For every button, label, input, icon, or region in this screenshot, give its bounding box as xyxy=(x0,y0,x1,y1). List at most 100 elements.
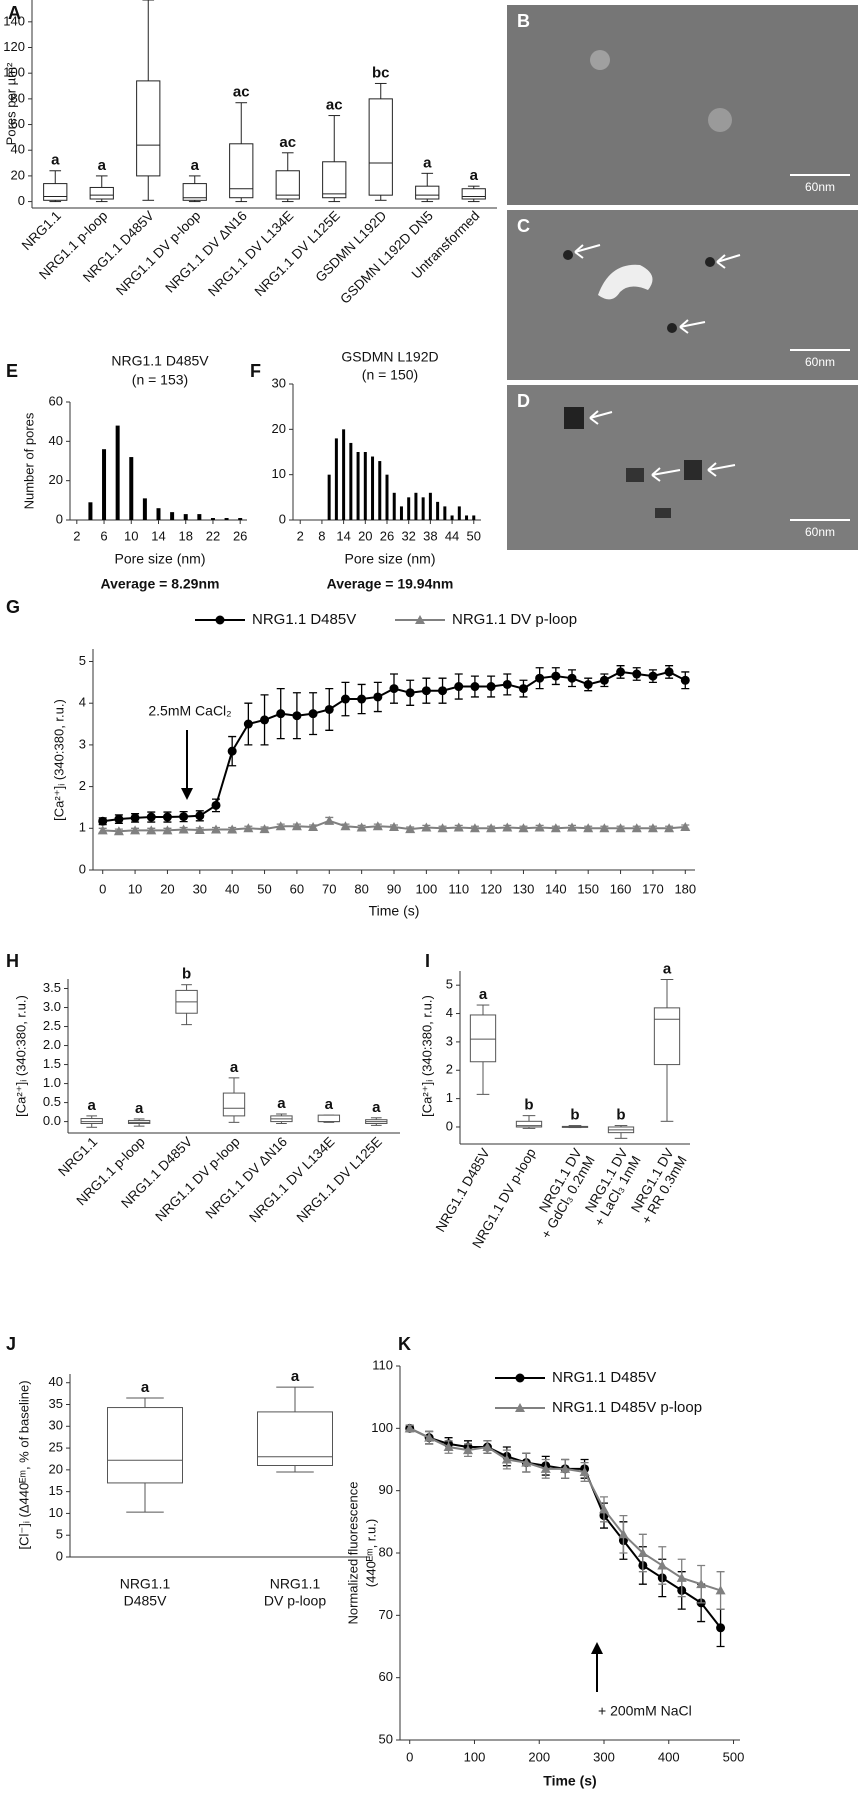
bar xyxy=(450,515,454,520)
y-tick-label: 60 xyxy=(11,116,25,131)
x-tick-label: 30 xyxy=(193,881,207,896)
marker xyxy=(98,816,108,826)
legend-label: NRG1.1 D485V p-loop xyxy=(552,1399,702,1416)
x-tick-label: 110 xyxy=(448,881,469,896)
bar xyxy=(327,474,331,520)
significance-letter: ac xyxy=(233,84,250,101)
x-tick-label: 120 xyxy=(480,881,502,896)
marker xyxy=(515,1403,525,1412)
bar xyxy=(342,429,346,520)
y-tick-label: 0 xyxy=(56,511,63,526)
x-tick-label: NRG1.1 DV L134E xyxy=(246,1134,337,1225)
texture xyxy=(708,108,732,132)
y-tick-label: 1 xyxy=(79,820,86,835)
x-tick-label: 0 xyxy=(406,1749,413,1764)
x-tick-label: 22 xyxy=(206,528,220,543)
y-axis-label: [Ca²⁺]ᵢ (340:380, r.u.) xyxy=(13,995,28,1117)
bar xyxy=(170,512,175,520)
bar xyxy=(224,518,229,520)
significance-letter: a xyxy=(372,1099,381,1116)
bar xyxy=(183,514,188,520)
marker xyxy=(648,671,658,681)
marker xyxy=(178,824,189,834)
marker xyxy=(443,1442,454,1452)
y-tick-label: 0 xyxy=(446,1118,453,1133)
marker xyxy=(567,822,578,832)
y-tick-label: 120 xyxy=(3,39,25,54)
bar xyxy=(457,506,461,520)
bar xyxy=(349,442,353,520)
chart-title: NRG1.1 D485V xyxy=(111,353,209,369)
y-tick-label: 0 xyxy=(79,861,86,876)
bar xyxy=(156,508,161,520)
marker xyxy=(227,746,237,756)
y-tick-label: 4 xyxy=(446,1005,453,1020)
marker xyxy=(405,688,415,698)
x-tick-label: 60 xyxy=(290,881,304,896)
x-tick-label: 160 xyxy=(610,881,632,896)
bar xyxy=(115,425,120,520)
y-tick-label: 40 xyxy=(11,142,25,157)
y-tick-label: 2.0 xyxy=(43,1037,61,1052)
x-tick-label: 26 xyxy=(233,528,247,543)
box xyxy=(43,183,68,201)
y-tick-label: 5 xyxy=(79,653,86,668)
x-tick-label: 0 xyxy=(99,881,106,896)
marker xyxy=(463,1445,473,1455)
marker xyxy=(583,823,594,833)
x-tick-label: 10 xyxy=(128,881,142,896)
bar xyxy=(129,457,134,520)
x-tick-label: 90 xyxy=(387,881,401,896)
significance-letter: a xyxy=(663,960,672,977)
significance-letter: a xyxy=(135,1100,144,1117)
marker xyxy=(243,823,254,833)
x-tick-label: NRG1.1 DV p-loop xyxy=(113,208,203,298)
y-tick-label: 0 xyxy=(18,193,25,208)
x-tick-label: NRG1.1 DV L125E xyxy=(294,1134,385,1225)
panel-label: E xyxy=(6,361,18,381)
marker xyxy=(421,822,432,832)
marker xyxy=(404,1423,415,1433)
marker xyxy=(113,826,124,836)
marker xyxy=(680,675,690,685)
bar xyxy=(428,492,432,520)
marker xyxy=(373,692,383,702)
marker xyxy=(276,709,286,719)
marker xyxy=(716,1623,726,1633)
chart-subtitle: (n = 150) xyxy=(362,367,418,383)
x-tick-label: 20 xyxy=(358,528,372,543)
marker xyxy=(664,667,674,677)
annotation: 2.5mM CaCl₂ xyxy=(148,703,231,719)
annotation: Average = 19.94nm xyxy=(327,576,454,592)
marker xyxy=(424,1432,435,1442)
significance-letter: a xyxy=(141,1379,150,1396)
x-tick-label: NRG1.1 DV L134E xyxy=(205,208,296,299)
x-tick-label: 50 xyxy=(257,881,271,896)
marker xyxy=(567,673,577,683)
marker xyxy=(356,822,367,832)
micrograph xyxy=(507,210,858,380)
marker xyxy=(615,823,626,833)
x-tick-label: 150 xyxy=(577,881,599,896)
y-tick-label: 15 xyxy=(49,1483,63,1498)
marker xyxy=(340,694,350,704)
x-tick-label: 500 xyxy=(723,1749,745,1764)
marker xyxy=(454,682,464,692)
marker xyxy=(260,715,270,725)
box xyxy=(275,170,300,200)
marker xyxy=(676,1572,687,1582)
panel-label: C xyxy=(517,216,530,236)
legend-label: NRG1.1 D485V xyxy=(552,1369,656,1386)
marker xyxy=(535,673,545,683)
x-axis-label: Pore size (nm) xyxy=(344,551,435,567)
y-tick-label: 40 xyxy=(49,1374,63,1389)
x-tick-label: 20 xyxy=(160,881,174,896)
bar xyxy=(436,501,440,520)
box xyxy=(182,183,207,201)
scale-label: 60nm xyxy=(805,180,835,194)
bar xyxy=(356,452,360,520)
y-axis-label: [Cl⁻]ᵢ (Δ440ᴱᵐ, % of baseline) xyxy=(16,1380,31,1549)
panel-label: J xyxy=(6,1334,16,1354)
x-tick-label: 50 xyxy=(467,528,481,543)
